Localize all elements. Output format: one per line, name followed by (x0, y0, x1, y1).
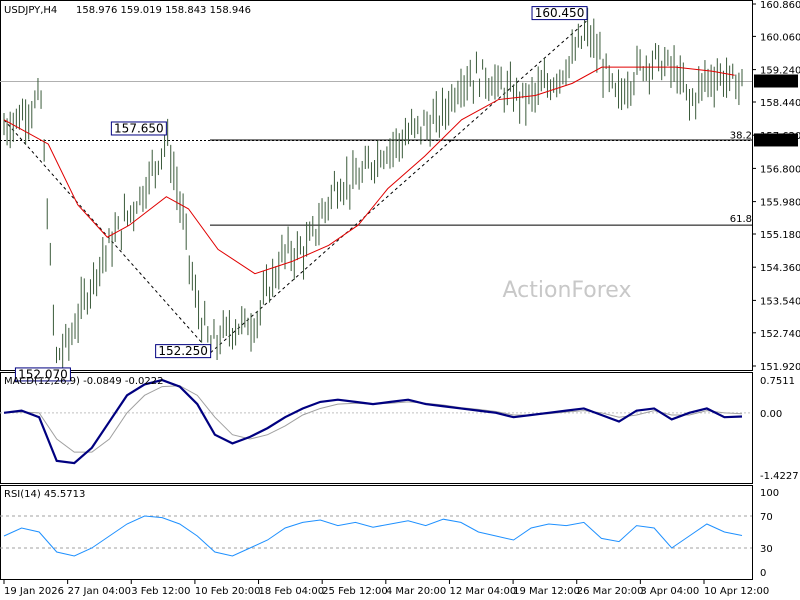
rsi-line (3, 515, 743, 557)
x-tick-label: 3 Feb 12:00 (131, 586, 190, 597)
rsi-tick-label: 0 (760, 568, 766, 579)
macd-main-line (3, 378, 743, 465)
price-tick-label: 156.800 (760, 164, 800, 175)
watermark: ActionForex (503, 278, 632, 303)
level-price-label: 157.490 (757, 136, 798, 147)
x-tick-label: 10 Apr 12:00 (704, 586, 769, 597)
price-annotations: 38.2 61.8 160.450 157.650 152.070 152.250 (14, 6, 752, 382)
chart-ohlc: 158.976 159.019 158.843 158.946 (76, 5, 251, 16)
x-tick-label: 26 Mar 20:00 (577, 586, 644, 597)
rsi-title: RSI(14) 45.5713 (4, 489, 85, 500)
price-tick-label: 155.980 (760, 198, 800, 209)
price-annotation-label: 160.450 (535, 6, 585, 20)
current-price-label: 158.946 (757, 78, 798, 89)
price-tick-label: 158.440 (760, 98, 800, 109)
price-tick-label: 152.740 (760, 329, 800, 340)
guide-lines (0, 20, 752, 354)
macd-pane (0, 372, 753, 484)
trendline-down (3, 119, 212, 353)
chart-symbol: USDJPY,H4 (4, 5, 57, 16)
x-tick-label: 25 Feb 12:00 (322, 586, 388, 597)
price-tick-label: 160.060 (760, 32, 800, 43)
price-annotation-box (531, 6, 588, 21)
price-annotation-box (110, 121, 167, 136)
axis-labels: 160.860160.060159.240158.440157.620156.8… (3, 0, 800, 597)
price-bars (3, 7, 743, 368)
moving-average-line (3, 66, 735, 275)
price-annotation-box (14, 367, 71, 382)
x-tick-label: 18 Feb 04:00 (259, 586, 325, 597)
x-tick-label: 12 Mar 04:00 (449, 586, 516, 597)
rsi-tick-label: 70 (760, 512, 773, 523)
macd-tick-label: 0.7511 (760, 376, 795, 387)
price-tick-label: 154.360 (760, 263, 800, 274)
moving-average (3, 66, 735, 275)
rsi-lines (0, 515, 752, 557)
price-pane (0, 0, 753, 371)
rsi-tick-label: 30 (760, 544, 773, 555)
macd-lines (0, 378, 752, 465)
x-tick-label: 19 Jan 2026 (4, 586, 64, 597)
fib-618-label: 61.8 (730, 214, 752, 225)
price-annotation-box (155, 344, 212, 359)
macd-tick-label: 0.00 (760, 409, 782, 420)
x-tick-label: 4 Mar 20:00 (386, 586, 446, 597)
macd-title: MACD(12,26,9) -0.0849 -0.0222 (4, 376, 164, 387)
x-tick-label: 10 Feb 20:00 (195, 586, 261, 597)
price-tick-label: 153.540 (760, 296, 800, 307)
rsi-pane (0, 485, 753, 580)
price-tick-label: 159.240 (760, 66, 800, 77)
level-price-badge (754, 133, 798, 147)
price-annotation-label: 157.650 (114, 121, 164, 135)
fib-382-label: 38.2 (730, 130, 752, 141)
rsi-tick-label: 100 (760, 488, 779, 499)
price-annotation-label: 152.070 (18, 367, 68, 381)
x-tick-label: 3 Apr 04:00 (640, 586, 699, 597)
price-tick-label: 155.180 (760, 230, 800, 241)
x-tick-label: 19 Mar 12:00 (513, 586, 580, 597)
price-tick-label: 151.920 (760, 362, 800, 373)
macd-tick-label: -1.4227 (760, 471, 799, 482)
current-price-badge (754, 74, 798, 88)
x-tick-label: 27 Jan 04:00 (68, 586, 131, 597)
price-tick-label: 160.860 (760, 0, 800, 11)
price-annotation-label: 152.250 (158, 344, 208, 358)
